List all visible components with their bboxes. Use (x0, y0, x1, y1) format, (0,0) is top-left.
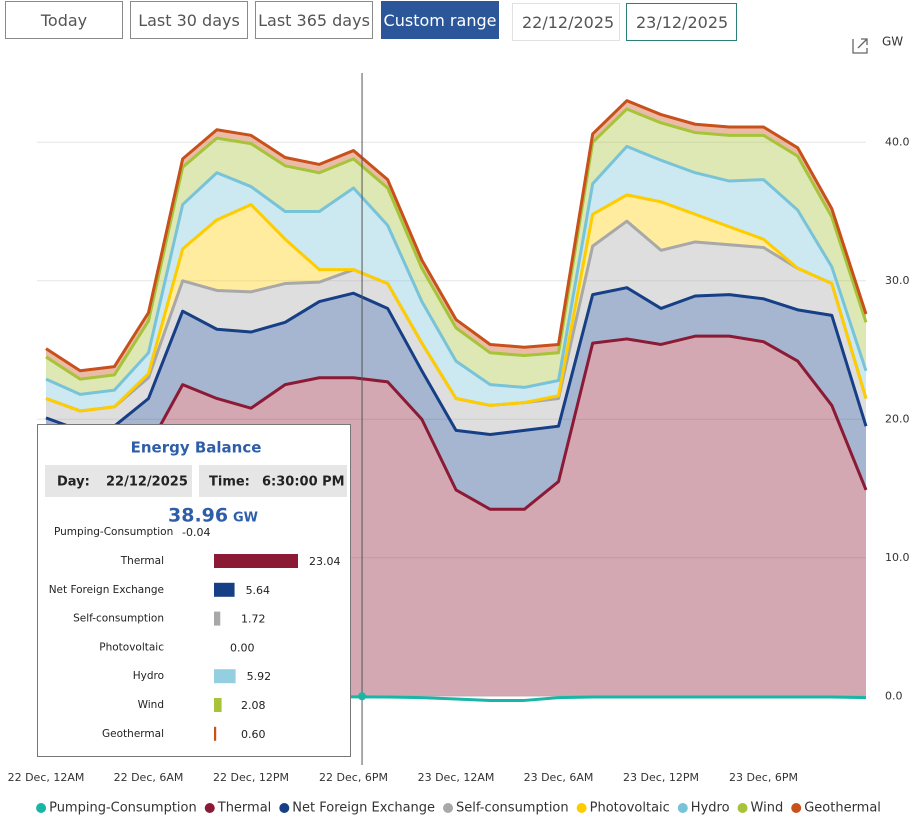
legend-marker (677, 803, 688, 813)
row-bar (214, 582, 235, 597)
legend-label: Net Foreign Exchange (292, 801, 435, 816)
end-date[interactable]: 23/12/2025 (626, 3, 737, 41)
row-bar (214, 669, 236, 684)
row-value: 5.92 (247, 670, 271, 683)
legend-label: Photovoltaic (590, 801, 670, 816)
row-bar (214, 726, 217, 741)
x-tick-label: 23 Dec, 12PM (623, 771, 699, 784)
row-name: Hydro (133, 670, 164, 682)
legend-label: Geothermal (804, 801, 881, 816)
legend-label: Self-consumption (456, 801, 569, 816)
y-tick-label: 40.0 (885, 135, 910, 148)
legend-label: Wind (751, 801, 784, 816)
row-value: 23.04 (309, 555, 341, 568)
x-tick-label: 22 Dec, 6AM (114, 771, 184, 784)
row-value: 2.08 (241, 699, 266, 712)
time-label: Time: (209, 475, 250, 490)
x-tick-label: 23 Dec, 6PM (729, 771, 798, 784)
legend-marker (576, 803, 587, 813)
x-tick-label: 22 Dec, 12AM (8, 771, 85, 784)
range-button[interactable]: Custom range (381, 1, 499, 39)
row-value: -0.04 (182, 526, 210, 539)
y-tick-label: 20.0 (885, 412, 910, 425)
series-line (45, 193, 868, 413)
x-tick-label: 23 Dec, 12AM (418, 771, 495, 784)
legend-marker (443, 803, 454, 813)
day-box (45, 465, 192, 497)
lines (45, 99, 868, 702)
total-unit: GW (233, 511, 258, 526)
series-line (45, 99, 868, 373)
y-tick-label: 30.0 (885, 274, 910, 287)
series-line (45, 144, 868, 396)
total-value: 38.96 (168, 505, 228, 527)
tooltip-body: Energy Balance Day: 22/12/2025 Time: 6:3… (45, 439, 347, 741)
y-tick-label: 0.0 (885, 689, 903, 702)
time-box (199, 465, 347, 497)
x-tick-label: 23 Dec, 6AM (524, 771, 594, 784)
legend-marker (737, 803, 748, 813)
day-label: Day: (57, 475, 90, 490)
time-value: 6:30:00 PM (262, 475, 345, 490)
row-name: Net Foreign Exchange (49, 584, 164, 596)
range-button[interactable]: Last 365 days (255, 1, 373, 39)
row-name: Thermal (120, 555, 164, 567)
series-line (45, 334, 868, 511)
tooltip: Energy Balance Day: 22/12/2025 Time: 6:3… (37, 424, 351, 757)
tooltip-title: Energy Balance (131, 439, 262, 457)
legend: Pumping-Consumption Thermal Net Foreign Ex… (36, 801, 881, 816)
row-name: Geothermal (102, 728, 164, 740)
x-tick-label: 22 Dec, 6PM (319, 771, 388, 784)
row-value: 0.00 (230, 641, 255, 654)
series-line (45, 107, 868, 381)
row-name: Photovoltaic (99, 641, 164, 653)
day-value: 22/12/2025 (106, 475, 188, 490)
row-bar (214, 611, 221, 626)
legend-label: Thermal (217, 801, 272, 816)
row-bar (214, 554, 298, 568)
legend-marker (279, 803, 290, 813)
row-name: Wind (138, 699, 164, 711)
crosshair-dot (358, 692, 367, 701)
row-value: 1.72 (241, 613, 266, 626)
row-name: Pumping-Consumption (54, 526, 173, 538)
row-value: 5.64 (246, 584, 271, 597)
area (46, 109, 866, 395)
legend-marker (791, 803, 802, 813)
y-unit: GW (882, 35, 903, 49)
expand-icon[interactable] (852, 38, 868, 54)
legend-marker (36, 803, 47, 813)
range-button[interactable]: Last 30 days (130, 1, 248, 39)
series-line (45, 286, 868, 437)
area (46, 146, 866, 411)
start-date[interactable]: 22/12/2025 (512, 3, 620, 41)
row-bar (214, 698, 222, 712)
area (46, 221, 866, 435)
row-value: 0.60 (241, 728, 266, 741)
range-button[interactable]: Today (5, 1, 123, 39)
y-tick-label: 10.0 (885, 551, 910, 564)
row-name: Self-consumption (73, 613, 164, 625)
legend-label: Hydro (691, 801, 730, 816)
legend-marker (204, 803, 215, 813)
legend-label: Pumping-Consumption (49, 801, 197, 816)
x-tick-label: 22 Dec, 12PM (213, 771, 289, 784)
